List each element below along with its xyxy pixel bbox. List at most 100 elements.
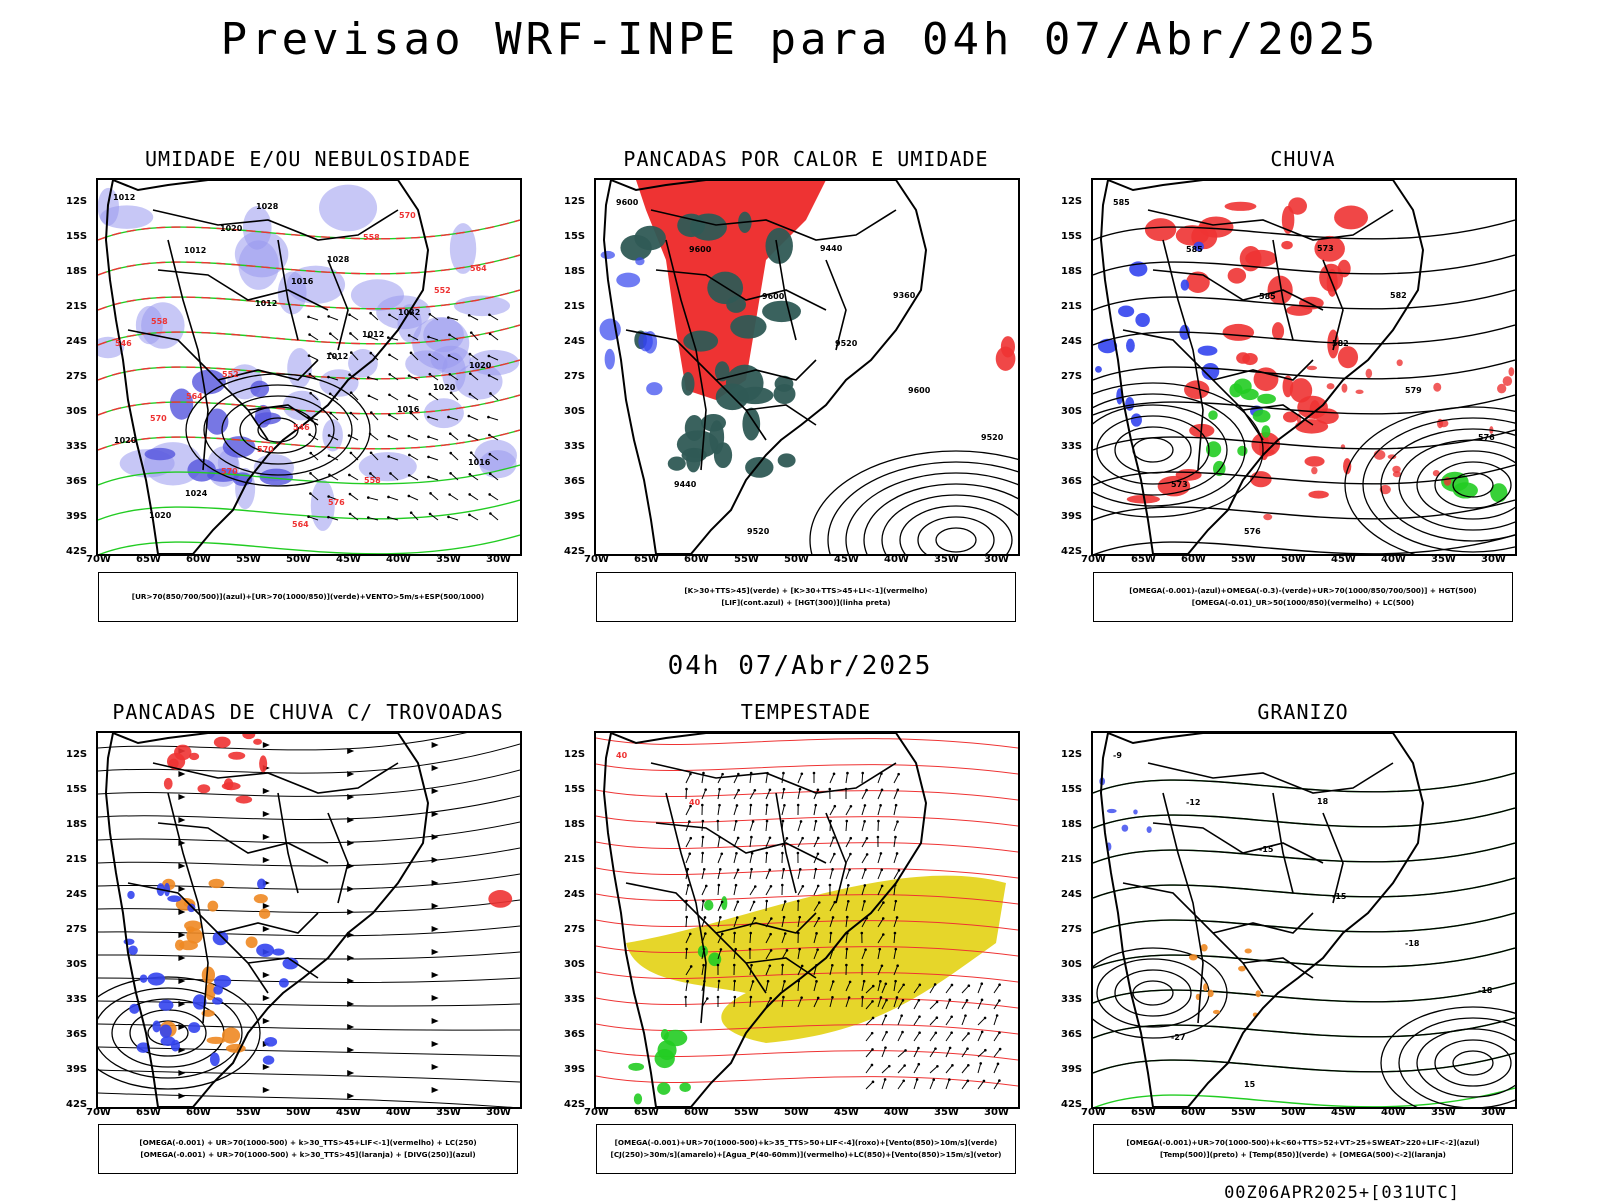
streamline-arrow [178, 771, 185, 777]
wind-vector [468, 434, 478, 440]
wind-vector [408, 495, 418, 500]
field-patch [634, 1093, 642, 1104]
streamline-arrow [263, 1087, 270, 1093]
wind-vector [686, 884, 690, 895]
latitude-tick-label: 36S [564, 476, 585, 487]
field-patch [424, 398, 464, 428]
contour-label: 564 [292, 520, 309, 529]
field-patch [279, 978, 289, 987]
latitude-tick-label: 18S [66, 819, 87, 830]
streamline [98, 1047, 520, 1056]
field-patch [160, 1024, 172, 1038]
wind-vector [882, 1065, 891, 1073]
contour-label: 9600 [616, 198, 639, 207]
legend-line: [Temp(500)](preto) + [Temp(850)](verde) … [1094, 1149, 1512, 1161]
contour-label: 552 [222, 370, 239, 379]
field-patch [1203, 983, 1208, 991]
wind-vector [718, 884, 721, 895]
latitude-tick-label: 39S [66, 1064, 87, 1075]
contour-line [1115, 970, 1191, 1016]
latitude-tick-label: 12S [1061, 196, 1082, 207]
wind-vector [894, 804, 897, 815]
longitude-tick-label: 45W [336, 554, 361, 565]
wind-vector [882, 1014, 887, 1025]
wind-vector [994, 1031, 1001, 1041]
contour-label: 9520 [835, 339, 858, 348]
field-patch [1147, 826, 1152, 833]
field-patch [1307, 366, 1317, 370]
contour-line [1097, 416, 1209, 484]
field-patch [1355, 390, 1363, 394]
field-patch [690, 213, 727, 240]
streamline-arrow [178, 794, 185, 800]
contour-line [1093, 255, 1515, 275]
panel-title: PANCADAS DE CHUVA C/ TROVOADAS [88, 700, 528, 724]
latitude-tick-label: 27S [564, 371, 585, 382]
field-patch [184, 920, 202, 930]
wind-vector [798, 820, 802, 831]
streamline-arrow [263, 811, 270, 817]
contour-label: 1020 [149, 511, 172, 520]
wind-vector [946, 998, 951, 1009]
field-patch [212, 997, 223, 1004]
latitude-tick-label: 36S [564, 1029, 585, 1040]
longitude-tick-label: 65W [1131, 554, 1156, 565]
wind-vector [766, 868, 771, 879]
wind-vector [427, 476, 438, 480]
contour-label: 1028 [256, 202, 279, 211]
contour-label: 1024 [185, 489, 208, 498]
field-patch [164, 778, 173, 790]
wind-vector [798, 788, 801, 799]
latitude-tick-label: 15S [66, 784, 87, 795]
wind-vector [367, 496, 378, 500]
longitude-tick-label: 55W [734, 1107, 759, 1118]
field-patch [1509, 367, 1515, 376]
contour-line [98, 535, 520, 554]
longitude-tick-label: 35W [1431, 1107, 1456, 1118]
wind-vector [798, 885, 804, 895]
latitude-tick-label: 33S [1061, 994, 1082, 1005]
country-border [153, 763, 398, 793]
longitude-tick-label: 35W [934, 1107, 959, 1118]
longitude-tick-label: 55W [1231, 1107, 1256, 1118]
wind-vector [468, 514, 478, 520]
field-patch [1311, 467, 1317, 474]
wind-vector [846, 853, 852, 863]
contour-line [1133, 981, 1173, 1005]
panel-title: UMIDADE E/OU NEBULOSIDADE [88, 147, 528, 171]
wind-vector [348, 434, 358, 440]
wind-vector [882, 1046, 887, 1057]
wind-vector [734, 820, 738, 831]
wind-vector [797, 804, 800, 815]
wind-vector [798, 837, 804, 847]
field-patch [709, 420, 724, 454]
wind-vector [878, 804, 882, 815]
latitude-tick-label: 18S [564, 819, 585, 830]
wind-vector [782, 804, 786, 815]
wind-vector [814, 820, 817, 831]
streamline [98, 744, 520, 773]
latitude-tick-label: 33S [1061, 441, 1082, 452]
longitude-tick-label: 45W [834, 554, 859, 565]
streamline-arrow [263, 857, 270, 863]
contour-label: 1012 [113, 193, 135, 202]
wind-vector [449, 432, 458, 440]
wind-vector [845, 820, 848, 831]
latitude-tick-label: 18S [1061, 819, 1082, 830]
wind-vector [447, 516, 458, 520]
wind-vector [862, 868, 867, 879]
streamline [98, 1070, 520, 1082]
wind-vector [914, 999, 920, 1009]
forecast-time-subtitle: 04h 07/Abr/2025 [0, 651, 1600, 681]
streamline-arrow [432, 972, 439, 978]
latitude-tick-label: 30S [1061, 959, 1082, 970]
wind-vector [782, 772, 785, 783]
streamline [98, 848, 520, 866]
wind-vector [368, 394, 378, 400]
field-patch [1315, 408, 1338, 424]
field-patch [1208, 410, 1217, 420]
contour-label: -9 [1113, 751, 1122, 760]
contour-line [1093, 1018, 1515, 1038]
wind-vector [878, 789, 883, 799]
